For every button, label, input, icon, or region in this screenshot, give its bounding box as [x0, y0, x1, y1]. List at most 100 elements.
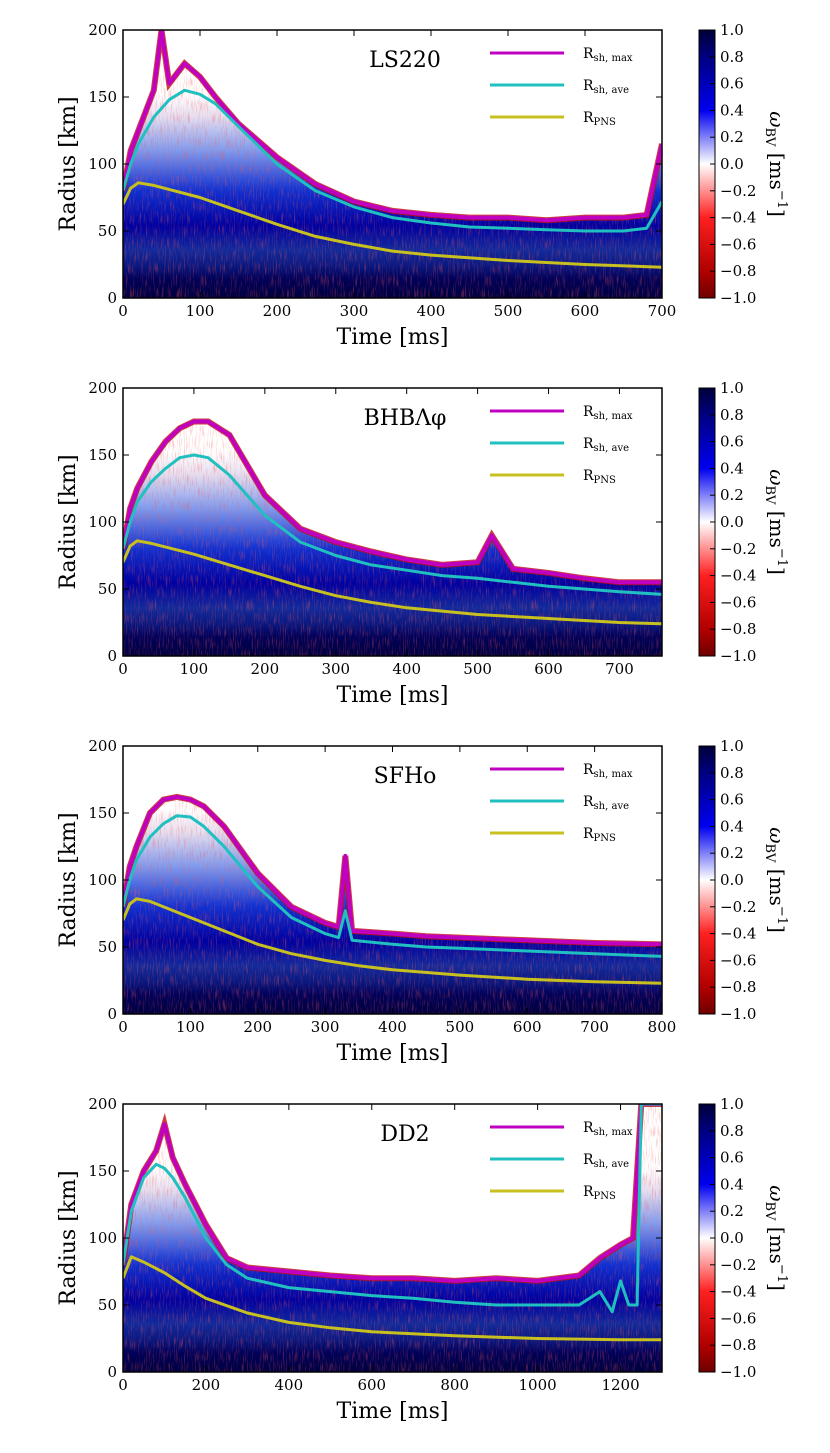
colorbar-tick-label: −0.2: [720, 898, 756, 916]
y-tick-label: 200: [88, 21, 117, 39]
colorbar-tick-label: 0.8: [720, 764, 744, 782]
x-tick-label: 100: [176, 1018, 205, 1036]
y-tick-label: 100: [88, 513, 117, 531]
x-tick-label: 0: [118, 1376, 128, 1394]
colorbar-tick-label: −1.0: [720, 647, 756, 665]
panel-title: SFHo: [374, 764, 437, 789]
colorbar-tick-label: −0.8: [720, 978, 756, 996]
colorbar-tick-label: 0.6: [720, 1149, 744, 1167]
x-tick-label: 300: [321, 660, 350, 678]
colorbar-tick-label: 0.2: [720, 1202, 744, 1220]
colorbar-tick-label: 0.8: [720, 406, 744, 424]
x-tick-label: 600: [571, 302, 600, 320]
colorbar-tick-label: −0.8: [720, 620, 756, 638]
plot-area: [123, 746, 662, 1014]
x-tick-label: 200: [251, 660, 280, 678]
series-line-rsh-max: [123, 30, 662, 223]
x-tick-label: 100: [180, 660, 209, 678]
colorbar-tick-label: −1.0: [720, 1005, 756, 1023]
x-axis-label: Time [ms]: [337, 1041, 449, 1066]
y-tick-label: 200: [88, 737, 117, 755]
colorbar-tick-label: −1.0: [720, 1363, 756, 1381]
series-line-rsh-ave: [123, 88, 662, 233]
post-shock-mask: [123, 746, 662, 945]
legend-label: Rsh, max: [583, 46, 633, 64]
x-tick-label: 800: [440, 1376, 469, 1394]
colorbar-tick-label: 0.2: [720, 486, 744, 504]
y-tick-label: 150: [88, 804, 117, 822]
colorbar-tick-label: −0.8: [720, 262, 756, 280]
y-tick-label: 100: [88, 155, 117, 173]
legend-label: RPNS: [583, 110, 616, 128]
colorbar-tick-label: 0.8: [720, 48, 744, 66]
series-line-rpns: [123, 1255, 662, 1342]
x-tick-label: 0: [118, 660, 128, 678]
x-tick-label: 400: [417, 302, 446, 320]
colorbar-label: ωBV [ms−1]: [762, 469, 789, 575]
colorbar-tick-label: −0.6: [720, 1309, 756, 1327]
legend-label: Rsh, ave: [583, 78, 629, 96]
y-tick-label: 50: [98, 1296, 117, 1314]
colorbar-tick-label: −0.2: [720, 182, 756, 200]
colorbar-tick-label: 0.4: [720, 459, 744, 477]
x-tick-label: 400: [378, 1018, 407, 1036]
y-tick-label: 100: [88, 1229, 117, 1247]
x-tick-label: 500: [494, 302, 523, 320]
y-tick-label: 100: [88, 871, 117, 889]
y-tick-label: 50: [98, 938, 117, 956]
colorbar-tick-label: 0.4: [720, 817, 744, 835]
x-tick-label: 500: [446, 1018, 475, 1036]
series-line-rpns: [123, 897, 662, 985]
x-tick-label: 600: [534, 660, 563, 678]
post-shock-mask: [123, 30, 662, 221]
x-tick-label: 400: [275, 1376, 304, 1394]
colorbar-tick-label: 0.4: [720, 101, 744, 119]
x-axis-label: Time [ms]: [337, 683, 449, 708]
plot-area: [123, 388, 662, 656]
colorbar-tick-label: 1.0: [720, 21, 744, 39]
panel-3: 0 100 200 300 400 500 600 700 800 0 50 100 150 200 Tim…: [56, 737, 789, 1066]
legend-label: RPNS: [583, 826, 616, 844]
series-line-rsh-max: [123, 419, 662, 585]
x-tick-label: 600: [357, 1376, 386, 1394]
colorbar-label: ωBV [ms−1]: [762, 827, 789, 933]
x-tick-label: 200: [192, 1376, 221, 1394]
x-tick-label: 1000: [519, 1376, 557, 1394]
series-line-rsh-max: [123, 794, 662, 947]
legend-label: Rsh, max: [583, 1120, 633, 1138]
y-tick-label: 150: [88, 1162, 117, 1180]
colorbar-tick-label: −0.6: [720, 951, 756, 969]
colorbar-label: ωBV [ms−1]: [762, 111, 789, 217]
x-tick-label: 800: [648, 1018, 677, 1036]
post-shock-mask: [123, 1104, 662, 1281]
post-shock-mask: [123, 388, 662, 583]
y-tick-label: 50: [98, 580, 117, 598]
panel-4: 0 200 400 600 800 1000 1200 0 50 100 150 200 Time [m…: [56, 1095, 789, 1424]
colorbar-tick-label: −0.4: [720, 567, 756, 585]
y-axis-label: Radius [km]: [56, 812, 81, 947]
series-line-rsh-ave: [123, 1104, 662, 1314]
x-tick-label: 500: [463, 660, 492, 678]
colorbar-tick-label: 0.8: [720, 1122, 744, 1140]
colorbar-tick-label: 0.6: [720, 791, 744, 809]
x-tick-label: 600: [513, 1018, 542, 1036]
panel-2: 0 100 200 300 400 500 600 700 0 50 100 150 200 Time […: [56, 379, 789, 708]
x-tick-label: 700: [605, 660, 634, 678]
colorbar-tick-label: −0.6: [720, 235, 756, 253]
series-line-rpns: [123, 539, 662, 626]
y-axis-label: Radius [km]: [56, 1170, 81, 1305]
colorbar-tick-label: 1.0: [720, 379, 744, 397]
plot-area: [123, 30, 662, 298]
y-tick-label: 0: [107, 1005, 117, 1023]
y-tick-label: 0: [107, 1363, 117, 1381]
x-axis-label: Time [ms]: [337, 325, 449, 350]
colorbar-tick-label: 0.0: [720, 155, 744, 173]
panel-1: 0 100 200 300 400 500 600 700 0 50 100 150 200 Time […: [56, 21, 789, 350]
x-tick-label: 700: [580, 1018, 609, 1036]
legend-label: RPNS: [583, 468, 616, 486]
colorbar-tick-label: 0.0: [720, 1229, 744, 1247]
colorbar-tick-label: −1.0: [720, 289, 756, 307]
x-tick-label: 200: [263, 302, 292, 320]
x-tick-label: 700: [648, 302, 677, 320]
